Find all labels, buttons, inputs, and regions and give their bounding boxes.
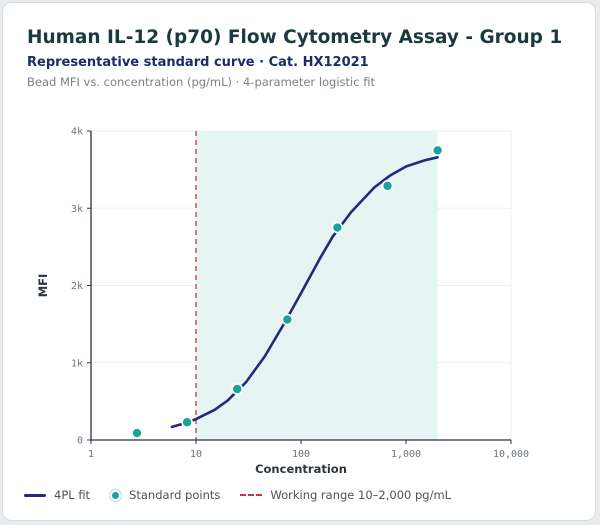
- range-swatch: [240, 494, 263, 496]
- y-tick-label: 3k: [71, 204, 83, 215]
- y-tick-label: 4k: [71, 127, 83, 138]
- legend: 4PL fit Standard points Working range 10…: [24, 488, 471, 502]
- chart-subtitle: Representative standard curve · Cat. HX1…: [27, 55, 369, 70]
- y-tick-label: 0: [77, 436, 83, 447]
- x-tick-label: 100: [292, 449, 310, 460]
- data-point: [281, 313, 294, 326]
- fit-swatch: [24, 493, 46, 497]
- x-tick-label: 10: [190, 449, 202, 460]
- tick-labels: 1 10 100 1,000 10,000 0 1k 2k 3k 4k: [71, 127, 529, 461]
- y-axis-title: MFI: [36, 274, 50, 298]
- axes: [87, 130, 512, 444]
- data-point: [381, 180, 394, 192]
- working-range-band: [196, 131, 438, 440]
- legend-label-points: Standard points: [129, 488, 221, 502]
- data-point: [431, 144, 444, 157]
- data-point: [131, 427, 143, 439]
- legend-label-fit: 4PL fit: [54, 488, 91, 502]
- y-tick-label: 2k: [71, 281, 83, 292]
- data-point: [331, 221, 344, 234]
- chart-title: Human IL-12 (p70) Flow Cytometry Assay -…: [27, 27, 563, 48]
- x-tick-label: 1,000: [391, 449, 421, 460]
- legend-item-range[interactable]: Working range 10–2,000 pg/mL: [240, 488, 451, 502]
- standard-points: [131, 144, 444, 439]
- data-point: [181, 416, 193, 429]
- legend-item-points[interactable]: Standard points: [110, 488, 220, 502]
- x-tick-label: 10,000: [493, 449, 529, 460]
- fit-curve: [170, 156, 439, 429]
- x-tick-label: 1: [88, 449, 94, 460]
- chart-note: Bead MFI vs. concentration (pg/mL) · 4-p…: [27, 75, 375, 89]
- points-swatch: [110, 489, 122, 501]
- x-axis-title: Concentration: [255, 462, 347, 476]
- y-tick-label: 1k: [71, 358, 83, 369]
- legend-item-fit[interactable]: 4PL fit: [24, 488, 90, 502]
- data-point: [231, 383, 244, 395]
- legend-label-range: Working range 10–2,000 pg/mL: [270, 488, 452, 502]
